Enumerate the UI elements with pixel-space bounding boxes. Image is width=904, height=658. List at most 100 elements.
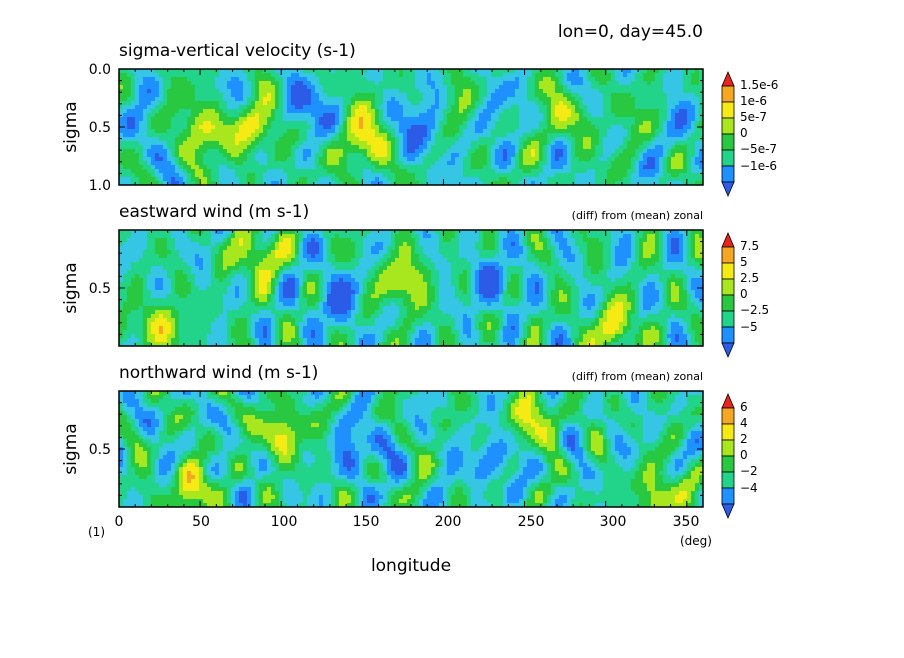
heatmap-cell [411, 109, 416, 114]
heatmap-cell [151, 121, 156, 126]
heatmap-cell [443, 93, 448, 98]
heatmap-cell [275, 93, 280, 98]
heatmap-cell [123, 85, 128, 90]
heatmap-cell [467, 153, 472, 158]
heatmap-cell [147, 129, 152, 134]
heatmap-cell [527, 153, 532, 158]
heatmap-cell [639, 141, 644, 146]
heatmap-cell [667, 105, 672, 110]
heatmap-cell [587, 113, 592, 118]
heatmap-cell [263, 145, 268, 150]
heatmap-cell [651, 177, 656, 182]
heatmap-cell [535, 109, 540, 114]
heatmap-cell [311, 161, 316, 166]
heatmap-cell [651, 173, 656, 178]
heatmap-cell [343, 113, 348, 118]
heatmap-cell [471, 133, 476, 138]
heatmap-cell [503, 93, 508, 98]
heatmap-cell [455, 93, 460, 98]
heatmap-cell [291, 133, 296, 138]
heatmap-cell [371, 153, 376, 158]
heatmap-cell [563, 177, 568, 182]
heatmap-cell [531, 109, 536, 114]
heatmap-cell [327, 242, 332, 247]
heatmap-cell [359, 85, 364, 90]
heatmap-cell [527, 101, 532, 106]
heatmap-cell [691, 113, 696, 118]
heatmap-cell [123, 73, 128, 78]
heatmap-cell [207, 157, 212, 162]
heatmap-cell [415, 137, 420, 142]
heatmap-cell [259, 117, 264, 122]
heatmap-cell [403, 153, 408, 158]
heatmap-cell [451, 153, 456, 158]
heatmap-cell [451, 73, 456, 78]
heatmap-cell [319, 238, 324, 243]
heatmap-cell [347, 77, 352, 82]
heatmap-cell [255, 129, 260, 134]
heatmap-cell [679, 145, 684, 150]
heatmap-cell [151, 173, 156, 178]
heatmap-cell [211, 121, 216, 126]
heatmap-cell [291, 125, 296, 130]
heatmap-cell [687, 109, 692, 114]
heatmap-cell [215, 145, 220, 150]
heatmap-cell [339, 133, 344, 138]
heatmap-cell [455, 105, 460, 110]
heatmap-cell [223, 129, 228, 134]
heatmap-cell [247, 169, 252, 174]
heatmap-cell [407, 101, 412, 106]
heatmap-cell [175, 93, 180, 98]
heatmap-cell [307, 97, 312, 102]
heatmap-cell [535, 129, 540, 134]
heatmap-cell [199, 77, 204, 82]
heatmap-cell [543, 113, 548, 118]
heatmap-cell [319, 117, 324, 122]
heatmap-cell [583, 109, 588, 114]
heatmap-cell [539, 121, 544, 126]
heatmap-cell [147, 234, 152, 239]
heatmap-cell [519, 157, 524, 162]
heatmap-cell [571, 73, 576, 78]
heatmap-cell [255, 105, 260, 110]
heatmap-cell [319, 153, 324, 158]
heatmap-cell [459, 137, 464, 142]
heatmap-cell [639, 113, 644, 118]
heatmap-cell [595, 145, 600, 150]
heatmap-cell [671, 141, 676, 146]
heatmap-cell [483, 137, 488, 142]
heatmap-cell [631, 242, 636, 247]
heatmap-cell [179, 234, 184, 239]
heatmap-cell [611, 117, 616, 122]
heatmap-cell [507, 145, 512, 150]
heatmap-cell [527, 113, 532, 118]
panel-title: sigma-vertical velocity (s-1) [119, 41, 356, 61]
heatmap-cell [307, 177, 312, 182]
heatmap-cell [151, 129, 156, 134]
heatmap-cell [243, 121, 248, 126]
heatmap-cell [235, 238, 240, 243]
heatmap-cell [519, 109, 524, 114]
heatmap-cell [619, 109, 624, 114]
heatmap-cell [183, 141, 188, 146]
heatmap-cell [379, 77, 384, 82]
heatmap-cell [443, 77, 448, 82]
heatmap-cell [475, 149, 480, 154]
heatmap-cell [339, 165, 344, 170]
heatmap-cell [367, 153, 372, 158]
heatmap-cell [243, 165, 248, 170]
heatmap-cell [391, 137, 396, 142]
heatmap-cell [503, 85, 508, 90]
heatmap-cell [183, 93, 188, 98]
heatmap-cell [163, 246, 168, 251]
heatmap-cell [427, 125, 432, 130]
heatmap-cell [215, 97, 220, 102]
heatmap-cell [327, 129, 332, 134]
heatmap-cell [415, 125, 420, 130]
heatmap-cell [183, 145, 188, 150]
heatmap-cell [199, 121, 204, 126]
heatmap-cell [607, 165, 612, 170]
heatmap-cell [123, 89, 128, 94]
heatmap-cell [463, 93, 468, 98]
heatmap-cell [355, 161, 360, 166]
